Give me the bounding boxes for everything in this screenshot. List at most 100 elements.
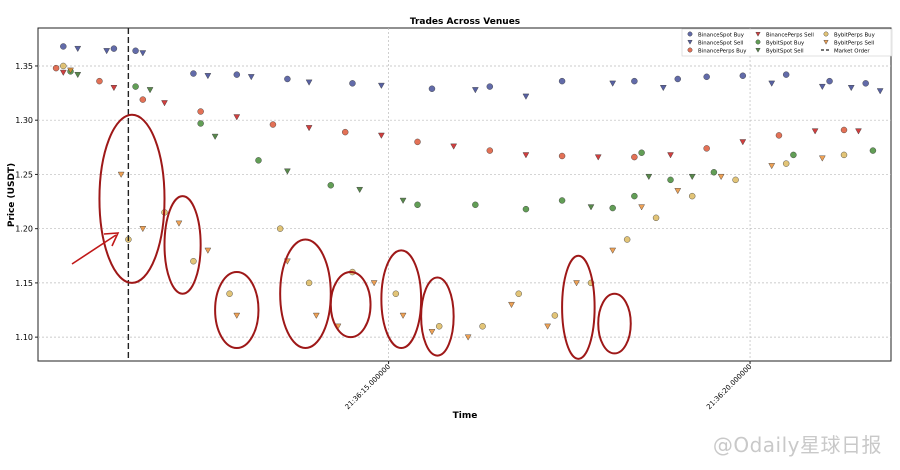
- series-binanceperps-sell: [59, 69, 862, 161]
- data-point: [349, 80, 356, 87]
- data-point: [522, 93, 530, 100]
- data-point: [356, 187, 364, 194]
- data-point: [855, 128, 862, 135]
- data-point: [609, 80, 617, 87]
- series-bybitperps-buy: [60, 62, 848, 330]
- data-point: [305, 125, 313, 132]
- data-point: [609, 247, 617, 254]
- legend-box: [681, 28, 893, 57]
- data-point: [52, 64, 60, 72]
- x-axis-ticks: 21:36:15.000000 21:36:20.000000: [344, 361, 753, 411]
- highlight-ellipse: [380, 249, 423, 349]
- data-point: [399, 312, 407, 319]
- legend-label: Market Order: [834, 48, 870, 54]
- data-point: [175, 220, 183, 227]
- data-point: [226, 290, 233, 297]
- highlight-ellipse: [561, 254, 596, 360]
- data-point: [515, 290, 522, 297]
- data-point: [558, 197, 566, 204]
- legend-swatch: [755, 39, 761, 45]
- highlight-ellipse: [329, 271, 372, 339]
- legend-label: BybitPerps Buy: [834, 32, 876, 38]
- legend-swatch: [823, 31, 829, 37]
- data-point: [139, 96, 147, 103]
- data-point: [486, 147, 494, 154]
- data-point: [631, 153, 638, 161]
- data-point: [782, 71, 790, 78]
- data-point: [638, 149, 645, 156]
- legend-swatch: [755, 48, 761, 53]
- data-point: [688, 174, 696, 181]
- data-point: [876, 88, 884, 95]
- legend-label: BybitSpot Buy: [766, 40, 805, 46]
- data-point: [508, 301, 515, 309]
- data-point: [479, 323, 486, 330]
- data-point: [414, 201, 421, 209]
- data-point: [818, 155, 826, 162]
- data-point: [703, 145, 710, 152]
- data-point: [233, 114, 241, 121]
- data-point: [276, 225, 284, 232]
- data-point: [594, 154, 602, 161]
- data-point: [609, 204, 616, 212]
- y-tick-label: 1.15: [15, 279, 33, 288]
- data-point: [472, 87, 479, 94]
- highlight-ellipse: [163, 195, 202, 295]
- data-point: [96, 77, 103, 85]
- data-point: [544, 323, 551, 330]
- data-point: [305, 79, 313, 86]
- series-bybitspot-sell: [74, 72, 696, 211]
- y-tick-label: 1.10: [15, 333, 33, 342]
- data-point: [573, 280, 580, 287]
- data-point: [739, 139, 747, 146]
- highlight-ellipse: [420, 276, 455, 357]
- x-axis-label: Time: [453, 411, 478, 421]
- y-tick-label: 1.30: [15, 116, 33, 125]
- data-point: [768, 80, 776, 87]
- data-point: [435, 323, 443, 330]
- data-point: [551, 312, 559, 319]
- data-point: [667, 176, 674, 184]
- data-point: [811, 128, 819, 135]
- legend-label: BinanceSpot Buy: [698, 32, 745, 38]
- highlight-ellipse: [214, 271, 260, 349]
- data-point: [450, 143, 457, 150]
- legend-swatch: [687, 31, 693, 37]
- data-point: [638, 204, 645, 211]
- series-binancespot-sell: [74, 46, 884, 100]
- data-point: [74, 46, 82, 53]
- data-point: [717, 174, 725, 181]
- data-point: [211, 133, 219, 140]
- highlight-ellipse: [597, 292, 632, 355]
- data-point: [826, 77, 833, 85]
- annotation-arrow-shaft: [71, 234, 117, 265]
- data-point: [739, 72, 747, 79]
- legend-label: BybitSpot Sell: [766, 48, 804, 54]
- data-point: [710, 169, 718, 176]
- data-point: [146, 87, 154, 94]
- y-tick-label: 1.25: [15, 170, 33, 179]
- data-point: [110, 85, 118, 92]
- plot-frame: [37, 27, 892, 362]
- data-point: [312, 312, 320, 319]
- data-point: [370, 280, 378, 287]
- data-point: [818, 83, 826, 90]
- legend-label: BinanceSpot Sell: [698, 40, 743, 46]
- data-point: [790, 151, 797, 159]
- data-point: [631, 77, 638, 85]
- data-point: [775, 132, 783, 139]
- data-point: [67, 67, 74, 74]
- annotation-arrow-head: [103, 232, 120, 247]
- data-point: [327, 182, 334, 189]
- chart-title: Trades Across Venues: [410, 17, 520, 27]
- data-point: [190, 258, 197, 265]
- data-point: [464, 334, 472, 341]
- y-axis-label: Price (USDT): [7, 163, 17, 227]
- annotations: [71, 113, 632, 360]
- data-point: [392, 290, 400, 297]
- y-tick-label: 1.20: [15, 225, 33, 234]
- data-point: [674, 75, 681, 83]
- data-point: [674, 188, 682, 195]
- data-point: [414, 138, 421, 146]
- data-point: [247, 74, 255, 81]
